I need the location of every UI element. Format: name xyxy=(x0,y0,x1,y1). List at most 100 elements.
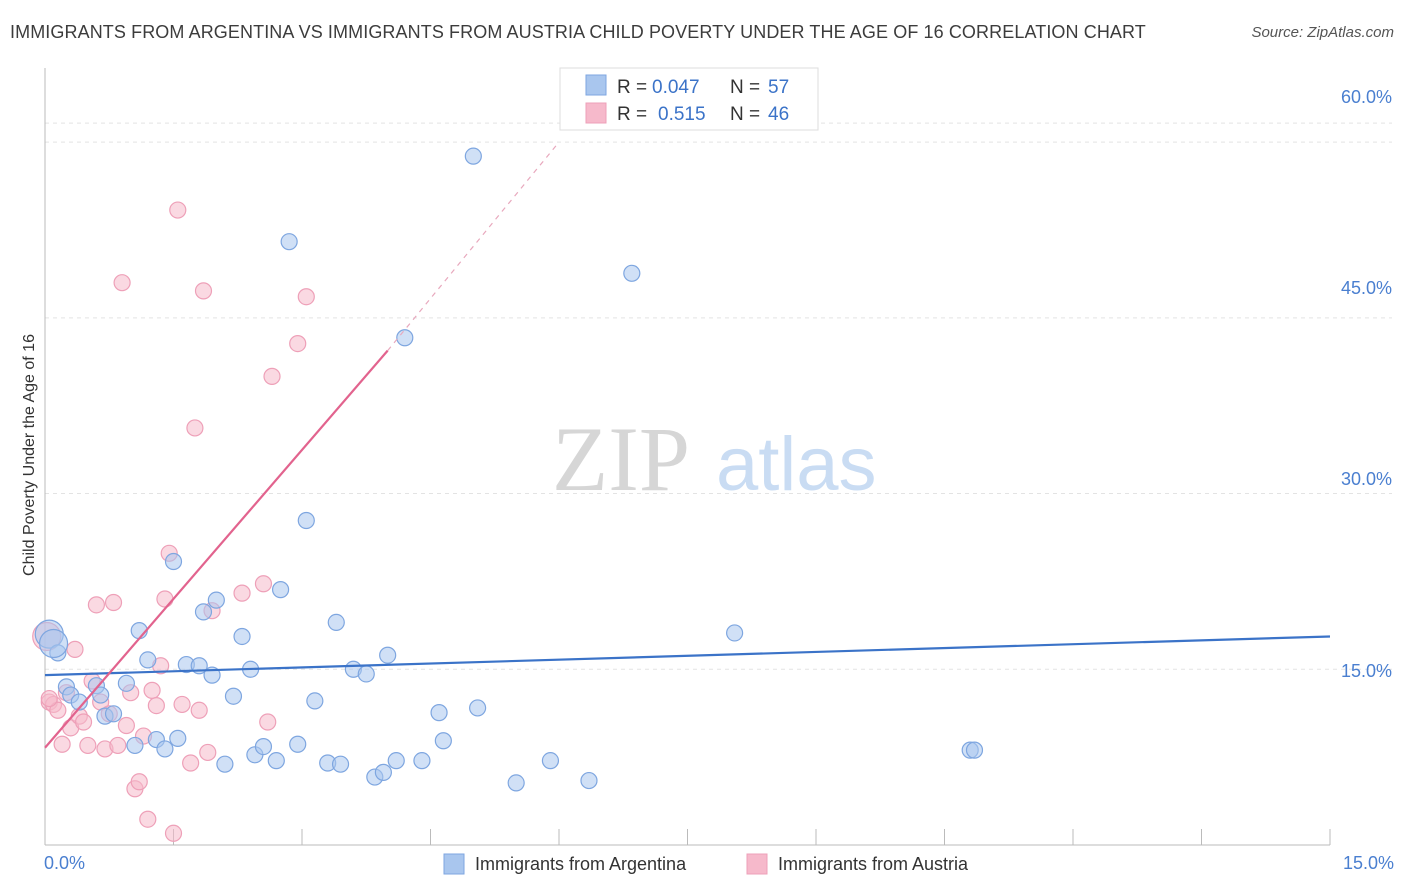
argentina-point-6 xyxy=(92,686,110,704)
austria-point-16 xyxy=(104,593,123,612)
austria-point-44 xyxy=(40,689,58,708)
argentina-point-42 xyxy=(387,752,405,770)
y-tick-label-60: 60.0% xyxy=(1341,87,1392,107)
argentina-point-23 xyxy=(224,687,243,705)
legend-r-value-austria: 0.515 xyxy=(658,104,706,125)
austria-point-39 xyxy=(254,575,273,593)
argentina-point-56 xyxy=(38,628,69,659)
argentina-point-30 xyxy=(280,233,298,251)
argentina-point-41 xyxy=(379,646,397,664)
austria-point-3 xyxy=(49,701,67,719)
legend-n-label-argentina: N = xyxy=(730,77,760,98)
argentina-point-50 xyxy=(541,752,560,770)
bottom-legend: Immigrants from Argentina Immigrants fro… xyxy=(443,853,969,875)
x-tick-label-min: 0.0% xyxy=(44,853,85,873)
argentina-point-32 xyxy=(297,511,315,530)
argentina-point-53 xyxy=(726,624,744,642)
y-tick-label-45: 45.0% xyxy=(1341,278,1392,298)
argentina-point-29 xyxy=(271,581,290,599)
austria-point-26 xyxy=(147,696,165,715)
argentina-point-14 xyxy=(156,740,174,758)
austria-point-33 xyxy=(182,754,200,772)
austria-point-45 xyxy=(199,743,217,762)
austria-point-36 xyxy=(194,282,213,300)
legend-swatch-argentina xyxy=(585,74,607,96)
top-legend: R = 0.047 N = 57 R = 0.515 N = 46 xyxy=(559,67,819,131)
austria-point-4 xyxy=(53,735,71,753)
austria-point-18 xyxy=(113,274,131,292)
legend-r-label-austria: R = xyxy=(617,104,647,125)
argentina-point-21 xyxy=(207,591,225,609)
argentina-point-47 xyxy=(464,147,482,165)
argentina-point-35 xyxy=(327,613,345,632)
argentina-point-4 xyxy=(70,693,88,711)
argentina-points xyxy=(34,147,984,792)
austria-point-30 xyxy=(164,824,183,842)
austria-trendline xyxy=(44,349,389,749)
argentina-point-12 xyxy=(139,651,157,669)
austria-point-28 xyxy=(156,590,174,608)
legend-n-label-austria: N = xyxy=(730,104,760,125)
austria-point-34 xyxy=(186,419,204,437)
austria-point-43 xyxy=(297,288,315,306)
legend-swatch-austria xyxy=(585,102,607,124)
argentina-point-44 xyxy=(413,752,431,770)
argentina-point-8 xyxy=(104,705,123,723)
watermark-atlas: atlas xyxy=(716,422,877,507)
x-tick-label-max: 15.0% xyxy=(1343,853,1394,873)
argentina-point-9 xyxy=(117,674,135,692)
austria-point-25 xyxy=(143,681,161,699)
austria-point-24 xyxy=(139,810,157,828)
argentina-point-48 xyxy=(469,699,487,717)
austria-point-38 xyxy=(233,584,251,602)
austria-point-32 xyxy=(173,695,191,714)
austria-point-41 xyxy=(263,367,281,385)
legend-r-value-argentina: 0.047 xyxy=(652,77,700,98)
argentina-point-15 xyxy=(164,552,183,571)
trendlines xyxy=(44,141,1331,749)
austria-point-7 xyxy=(66,640,84,658)
austria-point-22 xyxy=(130,773,148,791)
austria-point-12 xyxy=(87,596,106,614)
austria-point-9 xyxy=(74,713,93,731)
argentina-trendline xyxy=(44,635,1331,677)
argentina-point-52 xyxy=(623,264,641,282)
austria-point-42 xyxy=(289,334,307,353)
watermark-zip: ZIP xyxy=(552,408,690,510)
austria-point-19 xyxy=(117,716,135,735)
argentina-point-38 xyxy=(357,665,375,683)
argentina-point-16 xyxy=(169,729,187,747)
argentina-point-43 xyxy=(396,329,414,347)
austria-point-40 xyxy=(259,713,277,731)
argentina-point-46 xyxy=(434,732,452,750)
bottom-legend-label-austria: Immigrants from Austria xyxy=(778,854,969,874)
argentina-point-22 xyxy=(216,755,234,773)
austria-point-17 xyxy=(109,736,127,755)
argentina-point-49 xyxy=(507,774,525,792)
argentina-point-28 xyxy=(267,752,285,770)
bottom-legend-swatch-argentina xyxy=(443,853,465,875)
legend-n-value-argentina: 57 xyxy=(768,77,789,98)
argentina-point-33 xyxy=(306,692,324,710)
argentina-point-24 xyxy=(233,627,251,646)
legend-n-value-austria: 46 xyxy=(768,104,789,125)
y-axis-label: Child Poverty Under the Age of 16 xyxy=(21,334,38,576)
argentina-point-19 xyxy=(194,603,213,621)
y-tick-label-30: 30.0% xyxy=(1341,469,1392,489)
argentina-point-10 xyxy=(126,736,144,755)
argentina-point-36 xyxy=(331,755,350,773)
bottom-legend-swatch-austria xyxy=(746,853,768,875)
chart-title: IMMIGRANTS FROM ARGENTINA VS IMMIGRANTS … xyxy=(10,22,1146,42)
argentina-point-40 xyxy=(374,763,392,781)
austria-point-35 xyxy=(190,701,208,719)
y-tick-label-15: 15.0% xyxy=(1341,661,1392,681)
austria-point-31 xyxy=(169,201,187,219)
argentina-point-51 xyxy=(580,771,598,790)
legend-r-label-argentina: R = xyxy=(617,77,647,98)
argentina-point-45 xyxy=(430,704,448,722)
axes xyxy=(44,68,1331,846)
argentina-point-31 xyxy=(289,735,307,753)
bottom-legend-label-argentina: Immigrants from Argentina xyxy=(475,854,687,874)
argentina-point-55 xyxy=(965,741,984,759)
